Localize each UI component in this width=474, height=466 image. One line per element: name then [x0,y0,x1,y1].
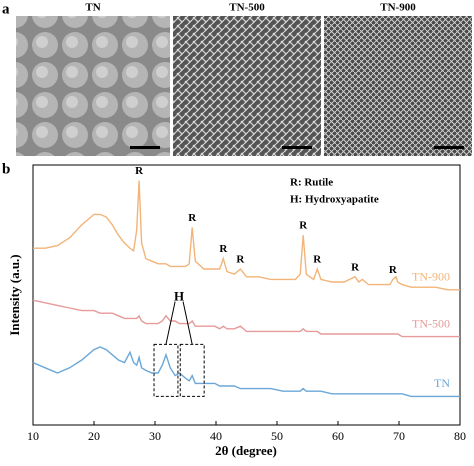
series-line [33,180,460,291]
series-line [32,346,460,398]
x-tick-label: 50 [271,429,283,443]
peak-label: R [219,243,228,255]
peak-label: R [299,220,308,232]
image-title: TN [85,2,100,14]
panel-label: a [2,1,10,17]
h-arrow [165,301,176,345]
scale-bar [282,146,312,149]
h-box [153,343,179,397]
sem-image [173,16,321,156]
note: R: Rutile [290,177,333,189]
x-tick-label: 60 [332,429,344,443]
series-label: TN-500 [412,316,450,330]
x-tick-label: 20 [88,429,100,443]
scale-bar [130,146,160,149]
sem-image [324,16,472,156]
series-label: TN-900 [412,270,450,284]
peak-label: R [188,212,197,224]
peak-label: R [313,254,322,266]
x-tick-label: 10 [27,429,39,443]
peak-label: R [135,165,144,177]
image-title: TN-500 [229,2,265,14]
note: H: Hydroxyapatite [290,194,379,206]
h-box [179,343,205,397]
x-tick-label: 30 [149,429,161,443]
h-label: H [174,289,184,304]
image-title: TN-900 [380,2,416,14]
peak-label: R [236,254,245,266]
plot-frame [32,164,461,426]
peak-label: R [351,261,360,273]
h-arrow [182,301,193,345]
series-line [32,299,460,338]
peak-label: R [389,264,398,276]
series-label: TN [434,376,450,390]
x-tick-label: 80 [454,429,466,443]
y-axis-label: Intensity (a.u.) [7,254,22,335]
sem-image [16,16,170,156]
scale-bar [434,146,464,149]
x-axis-label: 2θ (degree) [215,443,277,458]
x-tick-label: 70 [393,429,405,443]
panel-label: b [2,161,10,177]
x-tick-label: 40 [210,429,222,443]
